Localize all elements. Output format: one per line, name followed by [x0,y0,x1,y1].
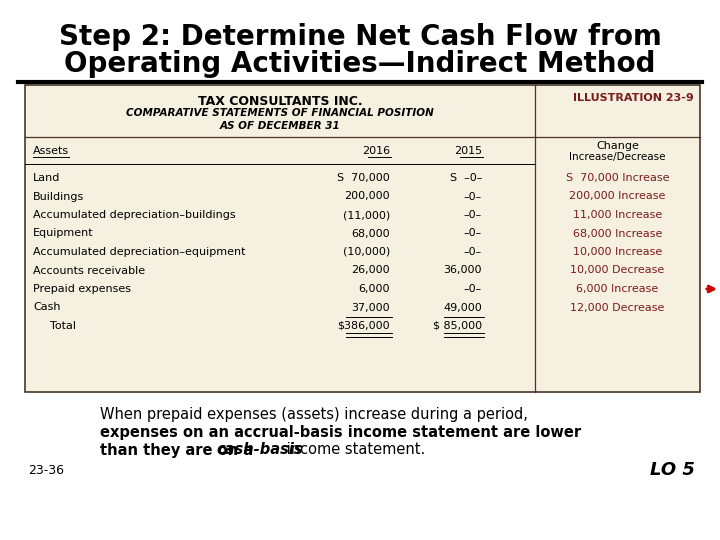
Text: Accumulated depreciation–buildings: Accumulated depreciation–buildings [33,210,235,220]
Text: Buildings: Buildings [33,192,84,201]
Text: 10,000 Decrease: 10,000 Decrease [570,266,665,275]
Text: 49,000: 49,000 [444,302,482,313]
Text: Increase/Decrease: Increase/Decrease [570,152,666,162]
Text: 10,000 Increase: 10,000 Increase [573,247,662,257]
Text: AS OF DECEMBER 31: AS OF DECEMBER 31 [220,121,341,131]
Bar [25,85,700,392]
Text: –0–: –0– [464,210,482,220]
Text: Total: Total [50,321,76,331]
Text: Land: Land [33,173,60,183]
Text: 2016: 2016 [362,146,390,156]
Text: 200,000: 200,000 [344,192,390,201]
Text: Assets: Assets [33,146,69,156]
Text: cash-basis: cash-basis [217,442,303,457]
Text: 2015: 2015 [454,146,482,156]
Text: (10,000): (10,000) [343,247,390,257]
Text: expenses on an accrual-basis income statement are lower: expenses on an accrual-basis income stat… [100,424,581,440]
Text: S  –0–: S –0– [449,173,482,183]
Text: –0–: –0– [464,192,482,201]
Text: COMPARATIVE STATEMENTS OF FINANCIAL POSITION: COMPARATIVE STATEMENTS OF FINANCIAL POSI… [126,108,434,118]
Text: S  70,000 Increase: S 70,000 Increase [566,173,670,183]
Text: 200,000 Increase: 200,000 Increase [570,192,666,201]
Text: When prepaid expenses (assets) increase during a period,: When prepaid expenses (assets) increase … [100,407,528,422]
Text: S  70,000: S 70,000 [337,173,390,183]
Text: 37,000: 37,000 [351,302,390,313]
Text: LO 5: LO 5 [650,461,695,479]
Text: (11,000): (11,000) [343,210,390,220]
Text: than they are on a: than they are on a [100,442,258,457]
Text: TAX CONSULTANTS INC.: TAX CONSULTANTS INC. [198,95,362,108]
Text: 6,000 Increase: 6,000 Increase [577,284,659,294]
Text: 6,000: 6,000 [359,284,390,294]
Text: –0–: –0– [464,228,482,239]
Text: $386,000: $386,000 [338,321,390,331]
Text: Prepaid expenses: Prepaid expenses [33,284,131,294]
Text: $ 85,000: $ 85,000 [433,321,482,331]
Text: Step 2: Determine Net Cash Flow from: Step 2: Determine Net Cash Flow from [58,23,662,51]
Text: 11,000 Increase: 11,000 Increase [573,210,662,220]
Text: 12,000 Decrease: 12,000 Decrease [570,302,665,313]
Text: 68,000 Increase: 68,000 Increase [573,228,662,239]
Text: Cash: Cash [33,302,60,313]
Text: ILLUSTRATION 23-9: ILLUSTRATION 23-9 [573,93,694,103]
Text: Accounts receivable: Accounts receivable [33,266,145,275]
Text: Change: Change [596,141,639,151]
Text: 68,000: 68,000 [351,228,390,239]
Text: income statement.: income statement. [282,442,425,457]
Text: 23-36: 23-36 [28,463,64,476]
Text: Accumulated depreciation–equipment: Accumulated depreciation–equipment [33,247,246,257]
Text: 26,000: 26,000 [351,266,390,275]
Text: –0–: –0– [464,284,482,294]
Text: Operating Activities—Indirect Method: Operating Activities—Indirect Method [64,50,656,78]
Text: –0–: –0– [464,247,482,257]
Text: 36,000: 36,000 [444,266,482,275]
Text: Equipment: Equipment [33,228,94,239]
